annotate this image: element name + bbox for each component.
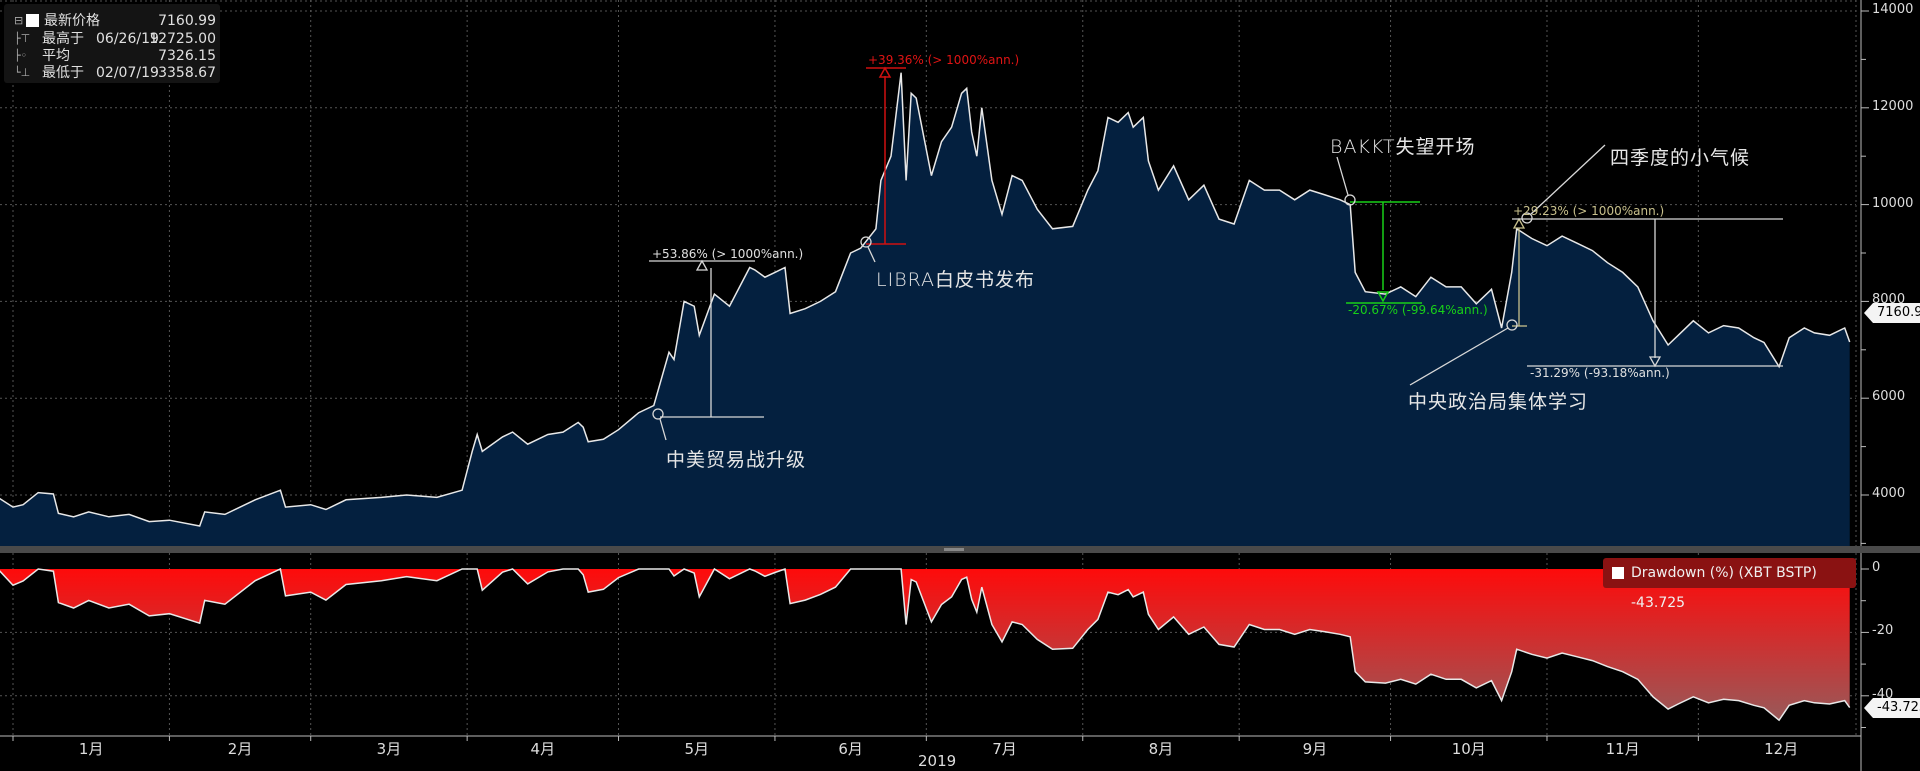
series-swatch[interactable] [26,14,39,27]
y-tick-label: 4000 [1872,486,1906,501]
x-tick-label: 4月 [530,740,556,758]
event-marker [1506,319,1518,331]
legend-label: 最新价格 [44,13,100,29]
arrow-down-icon [1376,291,1390,303]
x-tick-label: 1月 [78,740,104,758]
legend-row-high: ├⊤ 最高于 06/26/19 12725.00 [4,30,216,48]
price-legend: ⊟ 最新价格 7160.99 ├⊤ 最高于 06/26/19 12725.00 … [4,4,220,83]
legend-value: 3358.67 [158,65,216,81]
y-tick-label: -20 [1872,623,1894,639]
legend-row-average: ├◦ 平均 7326.15 [4,47,216,65]
arrow-up-icon [878,66,892,78]
legend-date: 02/07/19 [96,65,159,81]
x-tick-label: 11月 [1605,740,1640,758]
pane-divider-handle[interactable] [944,548,964,551]
drawdown-legend: Drawdown (%) (XBT BSTP) -43.725 [1603,558,1856,611]
x-tick-label: 12月 [1764,740,1799,758]
measure-4-label: +29.23% (> 1000%ann.) [1513,204,1665,218]
high-marker-icon: ├⊤ [14,32,31,45]
legend-row-low: └⊥ 最低于 02/07/19 3358.67 [4,64,216,82]
drawdown-legend-label: Drawdown (%) (XBT BSTP) -43.725 [1631,565,1817,611]
measure-3 [1346,201,1422,304]
annotation-bakkt: BAKKT失望开场 [1330,136,1476,158]
measure-1 [649,259,764,441]
x-tick-label: 6月 [838,740,863,758]
measure-5-label: -31.29% (-93.18%ann.) [1530,366,1670,380]
event-marker [652,408,664,420]
drawdown-area [0,569,1850,721]
measure-3-label: -20.67% (-99.64%ann.) [1348,303,1488,317]
legend-value: 12725.00 [149,31,216,47]
measure-1-label: +53.86% (> 1000%ann.) [652,247,804,261]
legend-label: 最高于 [42,31,84,47]
x-tick-label: 10月 [1451,740,1486,758]
annotation-q4: 四季度的小气候 [1610,147,1751,169]
legend-value: 7160.99 [158,13,216,29]
collapse-icon[interactable]: ⊟ [14,14,24,27]
annotation-politburo: 中央政治局集体学习 [1408,391,1589,413]
x-tick-label: 3月 [376,740,402,758]
annotation-libra: LIBRA白皮书发布 [876,269,1036,291]
x-axis-year: 2019 [918,752,957,770]
bakkt-marker [1336,156,1356,206]
series-swatch[interactable] [1612,567,1624,579]
y-tick-label: 6000 [1872,389,1906,405]
arrow-up-icon [1512,217,1526,229]
drawdown-line [0,567,1851,722]
low-marker-icon: └⊥ [14,66,31,79]
last-price-tag: 7160.99 [1864,303,1920,323]
measure-5 [1409,144,1783,386]
x-tick-label: 7月 [992,740,1017,758]
legend-label: 平均 [42,48,70,64]
legend-label: 最低于 [42,65,84,81]
annotation-trade-war: 中美贸易战升级 [666,449,807,471]
price-line [0,72,1851,527]
price-area [0,72,1850,546]
measure-4 [1512,217,1527,327]
last-drawdown-tag: -43.725 [1863,698,1920,718]
legend-row-last: ⊟ 最新价格 7160.99 [4,12,216,30]
legend-value: 7326.15 [158,48,216,64]
arrow-up-icon [695,259,709,271]
average-marker-icon: ├◦ [14,49,28,62]
measure-2 [866,66,906,245]
x-tick-label: 2月 [227,740,253,758]
legend-date: 06/26/19 [96,31,159,47]
measure-2-label: +39.36% (> 1000%ann.) [868,53,1020,67]
x-tick-label: 8月 [1148,740,1174,758]
y-tick-label: 0 [1872,560,1881,575]
x-tick-label: 9月 [1302,740,1328,758]
event-marker [1521,212,1533,224]
libra-marker [860,236,876,263]
axes [0,0,1869,771]
y-tick-label: 10000 [1872,195,1914,211]
y-tick-label: 14000 [1872,2,1914,17]
arrow-down-icon [1648,356,1662,368]
y-tick-label: 12000 [1872,98,1914,114]
x-tick-label: 5月 [684,740,709,758]
